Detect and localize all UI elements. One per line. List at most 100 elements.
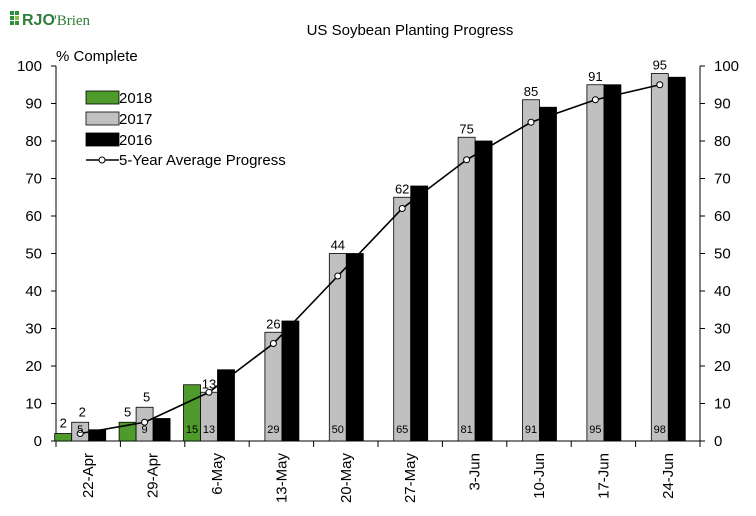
average-point bbox=[656, 81, 664, 89]
y-tick-label-right: 10 bbox=[714, 396, 731, 413]
top-label: 95 bbox=[653, 58, 667, 73]
y-tick-label-left: 30 bbox=[25, 321, 42, 338]
x-tick-label: 3-Jun bbox=[467, 453, 484, 491]
y-tick-label-left: 60 bbox=[25, 208, 42, 225]
x-tick-label: 24-Jun bbox=[660, 453, 677, 499]
bar-2016 bbox=[152, 418, 171, 442]
chart-title: US Soybean Planting Progress bbox=[307, 22, 514, 39]
average-point bbox=[141, 418, 149, 426]
logo-text-rest: 'Brien bbox=[54, 13, 91, 29]
bar-2018 bbox=[54, 433, 73, 442]
x-tick-label: 10-Jun bbox=[531, 453, 548, 499]
top-label: 75 bbox=[459, 121, 473, 136]
logo-text-bold: RJO bbox=[22, 12, 55, 29]
top-label: 62 bbox=[395, 181, 409, 196]
top-label: 5 bbox=[143, 389, 150, 404]
y-tick-label-left: 100 bbox=[17, 58, 42, 75]
inside-label-2017: 65 bbox=[396, 424, 408, 436]
inside-label-2017: 9 bbox=[142, 424, 148, 436]
x-tick-label: 27-May bbox=[402, 453, 419, 504]
average-point bbox=[269, 340, 277, 347]
bar-2017 bbox=[650, 73, 669, 442]
y-tick-label-right: 50 bbox=[714, 246, 731, 263]
bar-2017 bbox=[393, 196, 412, 442]
y-tick-label-right: 20 bbox=[714, 358, 731, 375]
inside-label-2017: 91 bbox=[525, 424, 537, 436]
average-point bbox=[205, 388, 213, 396]
x-tick-label: 29-Apr bbox=[145, 453, 162, 498]
bar-2017 bbox=[586, 84, 605, 442]
x-tick-label: 22-Apr bbox=[80, 453, 97, 498]
legend-swatch-2018 bbox=[85, 90, 120, 105]
bar-2016 bbox=[281, 320, 300, 442]
top-label: 5 bbox=[124, 404, 131, 419]
bar-2016 bbox=[667, 76, 686, 442]
inside-label-2017: 5 bbox=[77, 424, 83, 436]
average-point bbox=[591, 96, 599, 104]
axes: 0 0 10 10 20 20 30 30 40 40 50 50 60 60 70 70 80 80 90 90 10… bbox=[17, 58, 739, 503]
y-tick-label-left: 40 bbox=[25, 283, 42, 300]
legend-swatch-2016 bbox=[85, 132, 120, 147]
y-tick-label-left: 20 bbox=[25, 358, 42, 375]
bar-2016 bbox=[217, 369, 235, 442]
y-tick-label-left: 80 bbox=[25, 133, 42, 150]
rjobrien-logo: RJO 'Brien bbox=[10, 8, 94, 32]
x-tick-label: 17-Jun bbox=[595, 453, 612, 499]
legend-label-2016: 2016 bbox=[119, 132, 152, 149]
legend-label-2017: 2017 bbox=[119, 111, 152, 128]
inside-label-2017: 13 bbox=[203, 424, 215, 436]
average-point bbox=[527, 118, 535, 126]
x-tick-label: 20-May bbox=[338, 453, 355, 504]
top-label: 85 bbox=[524, 84, 538, 99]
bar-2017 bbox=[457, 136, 476, 442]
legend: 2018 2017 2016 5-Year Average Progress bbox=[85, 90, 286, 169]
x-tick-label: 13-May bbox=[273, 453, 290, 504]
inside-label-2017: 50 bbox=[332, 424, 344, 436]
logo-mark bbox=[10, 11, 19, 25]
y-tick-label-right: 0 bbox=[714, 433, 722, 450]
top-label: 13 bbox=[202, 376, 216, 391]
y-tick-label-right: 100 bbox=[714, 58, 739, 75]
y-tick-label-left: 0 bbox=[34, 433, 42, 450]
bar-2016 bbox=[539, 106, 557, 442]
inside-label-2018: 15 bbox=[186, 424, 198, 436]
average-point bbox=[398, 205, 406, 212]
y-tick-label-left: 90 bbox=[25, 96, 42, 113]
inside-label-2017: 98 bbox=[654, 424, 666, 436]
y-tick-label-right: 40 bbox=[714, 283, 731, 300]
legend-label-average: 5-Year Average Progress bbox=[119, 152, 286, 169]
y-tick-label-left: 10 bbox=[25, 396, 42, 413]
bar-2016 bbox=[410, 185, 429, 442]
bar-2016 bbox=[345, 253, 364, 442]
average-point bbox=[76, 430, 84, 437]
y-tick-label-right: 90 bbox=[714, 96, 731, 113]
bars bbox=[54, 73, 686, 442]
average-line bbox=[80, 83, 660, 435]
y-tick-label-right: 70 bbox=[714, 171, 731, 188]
legend-swatch-2017 bbox=[85, 111, 120, 126]
inside-label-2017: 95 bbox=[589, 424, 601, 436]
average-point bbox=[334, 272, 342, 280]
bar-2016 bbox=[603, 84, 622, 442]
y-axis-label: % Complete bbox=[56, 48, 138, 65]
y-tick-label-right: 30 bbox=[714, 321, 731, 338]
y-tick-label-left: 50 bbox=[25, 246, 42, 263]
average-line-group bbox=[76, 81, 664, 437]
top-label: 91 bbox=[588, 69, 602, 84]
legend-label-2018: 2018 bbox=[119, 90, 152, 107]
inside-label-2017: 29 bbox=[267, 424, 279, 436]
y-tick-label-right: 80 bbox=[714, 133, 731, 150]
top-label: 2 bbox=[79, 404, 86, 419]
top-label: 2 bbox=[60, 416, 67, 431]
inside-label-2017: 81 bbox=[460, 424, 472, 436]
bar-2016 bbox=[474, 140, 493, 442]
x-tick-label: 6-May bbox=[209, 453, 226, 495]
average-point bbox=[463, 156, 471, 164]
y-tick-label-right: 60 bbox=[714, 208, 731, 225]
top-label: 26 bbox=[266, 316, 280, 331]
bar-2017 bbox=[522, 99, 540, 442]
legend-line-marker bbox=[98, 156, 106, 164]
y-tick-label-left: 70 bbox=[25, 171, 42, 188]
